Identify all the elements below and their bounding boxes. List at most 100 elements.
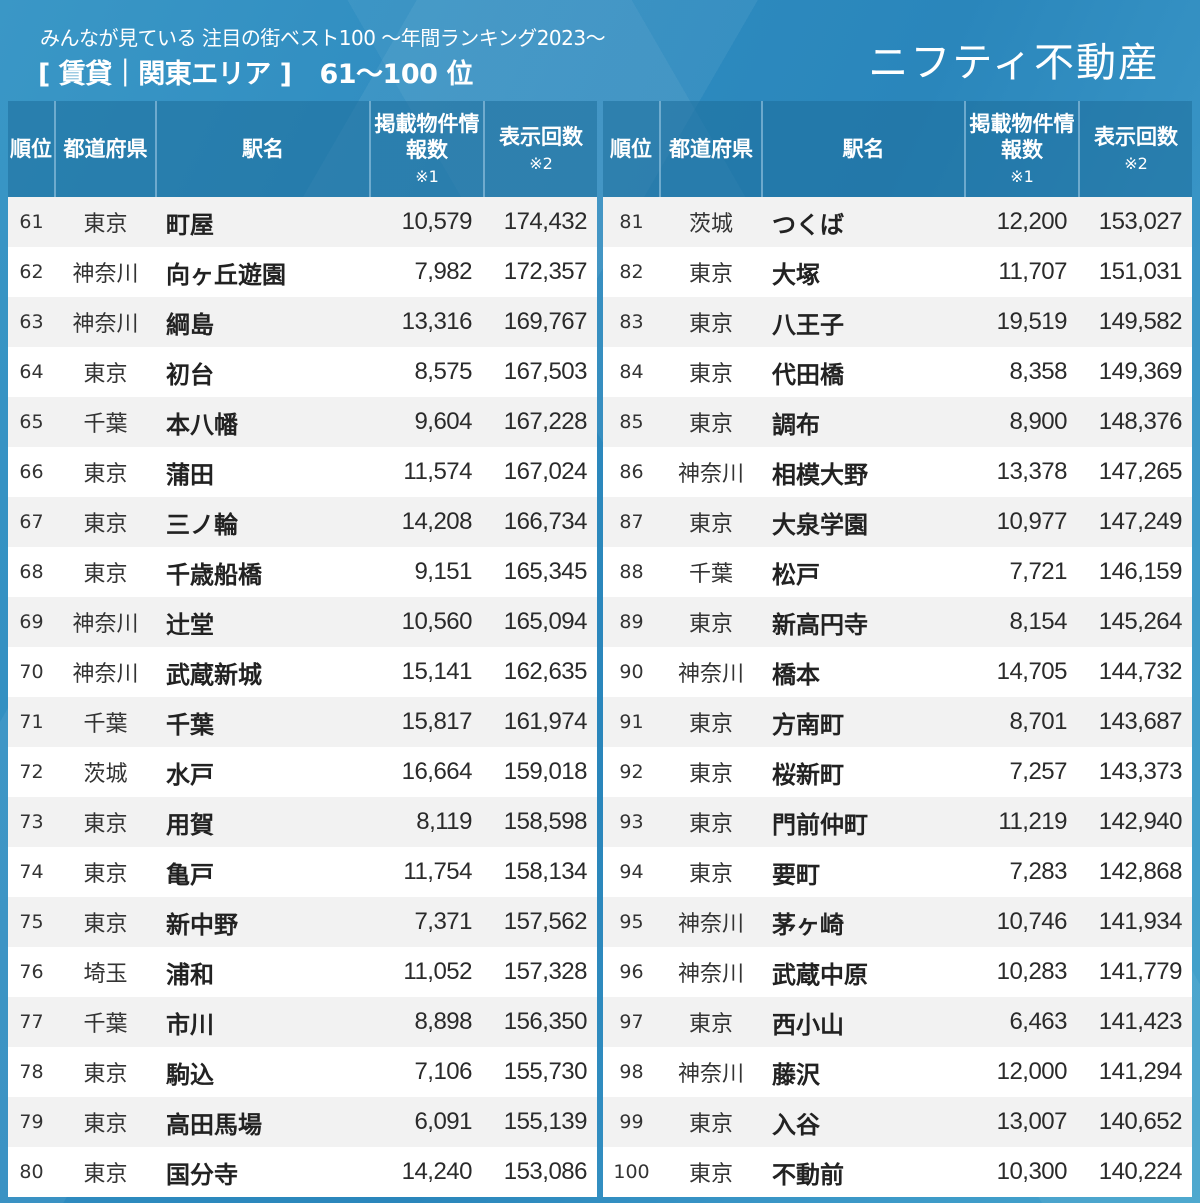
rank-cell: 82 [603, 247, 660, 297]
station-name-cell: 武蔵新城 [156, 647, 370, 697]
prefecture-cell: 東京 [660, 997, 762, 1047]
station-name-cell: 代田橋 [762, 347, 965, 397]
station-name-cell: 武蔵中原 [762, 947, 965, 997]
rank-cell: 70 [8, 647, 55, 697]
table-body: 81 茨城 つくば 12,200 153,027 82 東京 大塚 11,707 151,031 8… [603, 197, 1192, 1197]
views-count-cell: 140,652 [1079, 1097, 1192, 1147]
table-row: 86 神奈川 相模大野 13,378 147,265 [603, 447, 1192, 497]
table-row: 90 神奈川 橋本 14,705 144,732 [603, 647, 1192, 697]
views-count-cell: 149,369 [1079, 347, 1192, 397]
listings-count-cell: 7,106 [370, 1047, 484, 1097]
prefecture-cell: 千葉 [55, 997, 156, 1047]
column-header-listings: 掲載物件情報数 ※1 [369, 101, 484, 197]
prefecture-cell: 神奈川 [660, 897, 762, 947]
table-row: 71 千葉 千葉 15,817 161,974 [8, 697, 597, 747]
rank-cell: 95 [603, 897, 660, 947]
table-row: 98 神奈川 藤沢 12,000 141,294 [603, 1047, 1192, 1097]
rank-cell: 96 [603, 947, 660, 997]
listings-count-cell: 16,664 [370, 747, 484, 797]
ranking-table: 順位 都道府県 駅名 掲載物件情報数 ※1 表示回数 ※2 61 東京 町屋 10,579… [8, 101, 597, 1197]
station-name-cell: 浦和 [156, 947, 370, 997]
table-row: 69 神奈川 辻堂 10,560 165,094 [8, 597, 597, 647]
rank-cell: 84 [603, 347, 660, 397]
rank-cell: 64 [8, 347, 55, 397]
title-category: [ 賃貸｜関東エリア ] [38, 59, 292, 90]
table-row: 92 東京 桜新町 7,257 143,373 [603, 747, 1192, 797]
prefecture-cell: 東京 [55, 1097, 156, 1147]
listings-count-cell: 8,154 [965, 597, 1079, 647]
station-name-cell: 橋本 [762, 647, 965, 697]
listings-count-cell: 14,240 [370, 1147, 484, 1197]
table-row: 97 東京 西小山 6,463 141,423 [603, 997, 1192, 1047]
station-name-cell: 要町 [762, 847, 965, 897]
station-name-cell: 相模大野 [762, 447, 965, 497]
station-name-cell: 千歳船橋 [156, 547, 370, 597]
table-row: 80 東京 国分寺 14,240 153,086 [8, 1147, 597, 1197]
ranking-table-left: 順位 都道府県 駅名 掲載物件情報数 ※1 表示回数 ※2 61 東京 町屋 10,579… [8, 101, 597, 1197]
prefecture-cell: 東京 [55, 847, 156, 897]
rank-cell: 63 [8, 297, 55, 347]
prefecture-cell: 東京 [660, 297, 762, 347]
prefecture-cell: 埼玉 [55, 947, 156, 997]
listings-count-cell: 7,283 [965, 847, 1079, 897]
table-row: 68 東京 千歳船橋 9,151 165,345 [8, 547, 597, 597]
listings-count-cell: 10,579 [370, 197, 484, 247]
rank-cell: 74 [8, 847, 55, 897]
listings-count-cell: 8,119 [370, 797, 484, 847]
prefecture-cell: 東京 [55, 1147, 156, 1197]
table-row: 77 千葉 市川 8,898 156,350 [8, 997, 597, 1047]
listings-count-cell: 10,283 [965, 947, 1079, 997]
rank-cell: 94 [603, 847, 660, 897]
table-row: 62 神奈川 向ヶ丘遊園 7,982 172,357 [8, 247, 597, 297]
table-row: 100 東京 不動前 10,300 140,224 [603, 1147, 1192, 1197]
views-count-cell: 145,264 [1079, 597, 1192, 647]
prefecture-cell: 神奈川 [660, 647, 762, 697]
views-count-cell: 166,734 [484, 497, 597, 547]
views-count-cell: 153,027 [1079, 197, 1192, 247]
rank-cell: 97 [603, 997, 660, 1047]
rank-cell: 80 [8, 1147, 55, 1197]
table-row: 82 東京 大塚 11,707 151,031 [603, 247, 1192, 297]
listings-count-cell: 11,707 [965, 247, 1079, 297]
column-header-prefecture: 都道府県 [54, 101, 156, 197]
listings-count-cell: 6,463 [965, 997, 1079, 1047]
views-count-cell: 148,376 [1079, 397, 1192, 447]
rank-cell: 98 [603, 1047, 660, 1097]
listings-count-cell: 11,754 [370, 847, 484, 897]
prefecture-cell: 東京 [55, 447, 156, 497]
column-header-rank: 順位 [8, 101, 55, 197]
prefecture-cell: 東京 [55, 347, 156, 397]
prefecture-cell: 神奈川 [660, 947, 762, 997]
prefecture-cell: 東京 [55, 1047, 156, 1097]
station-name-cell: 新高円寺 [762, 597, 965, 647]
views-count-cell: 141,294 [1079, 1047, 1192, 1097]
table-row: 83 東京 八王子 19,519 149,582 [603, 297, 1192, 347]
table-row: 96 神奈川 武蔵中原 10,283 141,779 [603, 947, 1192, 997]
listings-count-cell: 12,000 [965, 1047, 1079, 1097]
prefecture-cell: 東京 [55, 897, 156, 947]
rank-cell: 78 [8, 1047, 55, 1097]
views-count-cell: 146,159 [1079, 547, 1192, 597]
station-name-cell: 高田馬場 [156, 1097, 370, 1147]
prefecture-cell: 東京 [660, 497, 762, 547]
rank-cell: 73 [8, 797, 55, 847]
views-count-cell: 155,730 [484, 1047, 597, 1097]
rank-cell: 91 [603, 697, 660, 747]
page-header: みんなが見ている 注目の街ベスト100 〜年間ランキング2023〜 [ 賃貸｜関… [0, 0, 1200, 100]
station-name-cell: 綱島 [156, 297, 370, 347]
rank-cell: 76 [8, 947, 55, 997]
table-row: 93 東京 門前仲町 11,219 142,940 [603, 797, 1192, 847]
rank-cell: 75 [8, 897, 55, 947]
listings-count-cell: 7,371 [370, 897, 484, 947]
rank-cell: 92 [603, 747, 660, 797]
column-header-station: 駅名 [761, 101, 965, 197]
table-row: 91 東京 方南町 8,701 143,687 [603, 697, 1192, 747]
rank-cell: 88 [603, 547, 660, 597]
station-name-cell: 八王子 [762, 297, 965, 347]
table-row: 75 東京 新中野 7,371 157,562 [8, 897, 597, 947]
prefecture-cell: 東京 [660, 1097, 762, 1147]
rank-cell: 86 [603, 447, 660, 497]
table-row: 61 東京 町屋 10,579 174,432 [8, 197, 597, 247]
prefecture-cell: 千葉 [660, 547, 762, 597]
station-name-cell: つくば [762, 197, 965, 247]
